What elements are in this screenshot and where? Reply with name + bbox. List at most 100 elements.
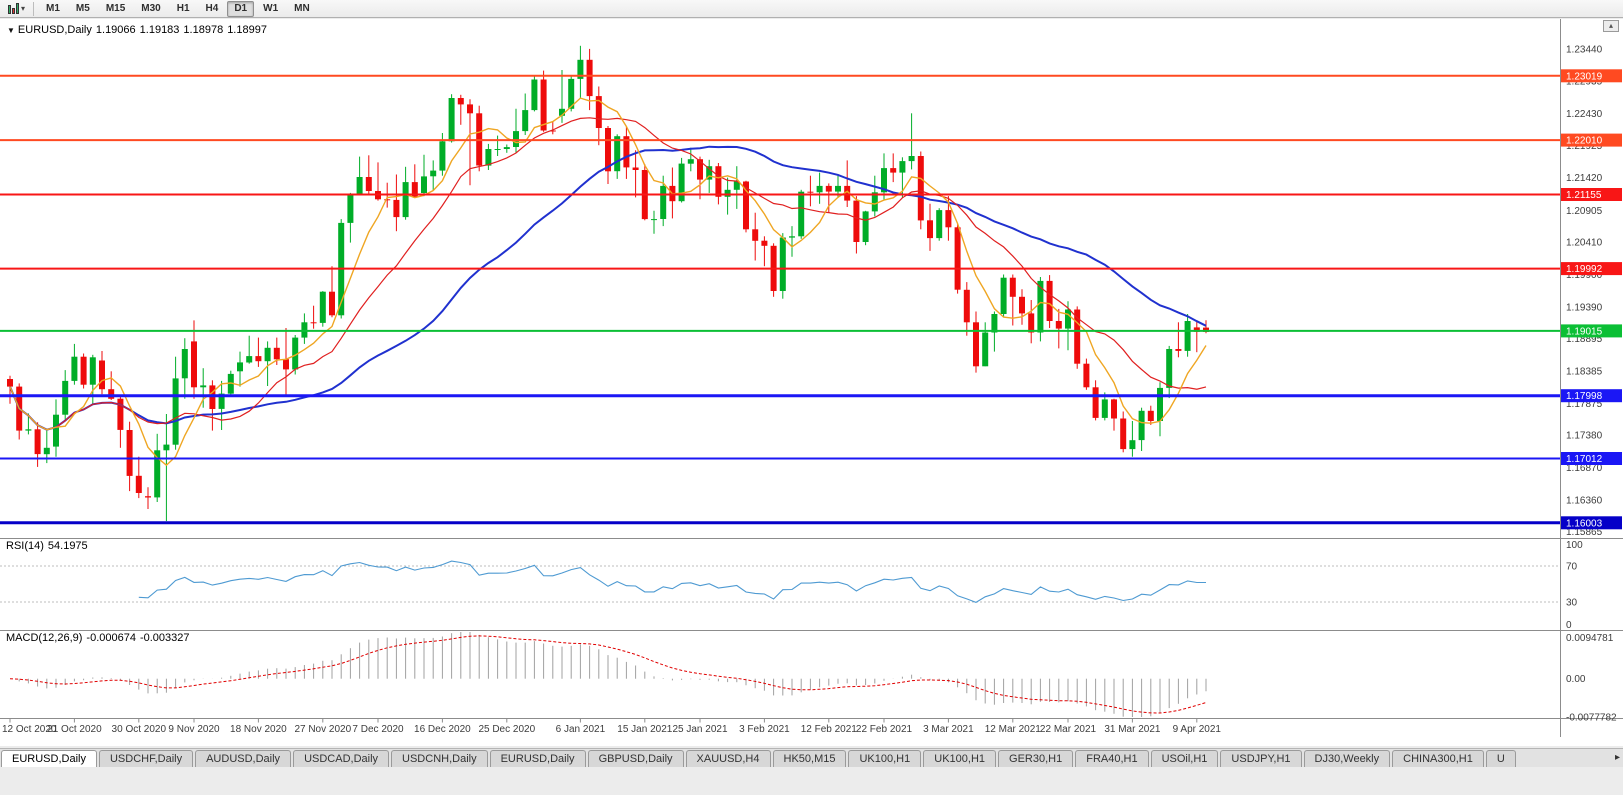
ohlc-high: 1.19183 [139,24,180,36]
svg-text:100: 100 [1566,540,1583,551]
svg-text:0.0094781: 0.0094781 [1566,633,1614,644]
timeframe-button-m5[interactable]: M5 [75,2,90,14]
svg-text:18 Nov 2020: 18 Nov 2020 [230,724,287,735]
timeframe-button-h1[interactable]: H1 [176,2,190,14]
rsi-name: RSI(14) [6,540,44,552]
macd-indicator-label: MACD(12,26,9) -0.000674 -0.003327 [6,632,194,644]
chevron-down-icon: ▾ [21,3,26,13]
svg-text:0.00: 0.00 [1566,674,1586,685]
timeframe-button-m1[interactable]: M1 [46,2,60,14]
svg-text:1.18895: 1.18895 [1566,334,1603,345]
svg-text:-0.0077782: -0.0077782 [1566,713,1617,724]
candlesticks[interactable] [7,45,1209,522]
chart-tab-china300-h1[interactable]: CHINA300,H1 [1392,750,1484,767]
chart-tab-hk50-m15[interactable]: HK50,M15 [772,750,847,767]
candlestick-chart-icon [8,3,19,14]
ohlc-low: 1.18978 [183,24,224,36]
timeframe-button-h4[interactable]: H4 [205,2,219,14]
chart-title: ▼ EURUSD,Daily 1.19066 1.19183 1.18978 1.1899… [7,24,271,36]
chart-tab-u[interactable]: U [1485,750,1516,767]
svg-text:12 Mar 2021: 12 Mar 2021 [985,724,1042,735]
svg-text:70: 70 [1566,562,1578,573]
quick-trade-collapse-icon[interactable]: ▼ [7,26,15,35]
chart-tab-fra40-h1[interactable]: FRA40,H1 [1075,750,1149,767]
svg-text:1.20410: 1.20410 [1566,238,1603,249]
rsi-indicator-label: RSI(14) 54.1975 [6,540,92,552]
chart-tab-ger30-h1[interactable]: GER30,H1 [998,750,1074,767]
svg-text:1.21155: 1.21155 [1566,190,1602,201]
timeframe-button-m30[interactable]: M30 [141,2,161,14]
svg-text:0: 0 [1566,620,1572,631]
svg-text:9 Apr 2021: 9 Apr 2021 [1173,724,1222,735]
ohlc-open: 1.19066 [95,24,136,36]
svg-text:1.17380: 1.17380 [1566,431,1603,442]
symbol-timeframe-label: EURUSD,Daily [17,24,92,36]
svg-text:9 Nov 2020: 9 Nov 2020 [168,724,220,735]
svg-text:1.17012: 1.17012 [1566,454,1603,465]
chart-tab-usdchf-daily[interactable]: USDCHF,Daily [98,750,194,767]
ohlc-close: 1.18997 [227,24,267,36]
svg-text:12 Feb 2021: 12 Feb 2021 [801,724,858,735]
svg-text:30: 30 [1566,598,1578,609]
svg-text:21 Oct 2020: 21 Oct 2020 [47,724,102,735]
chart-tab-uk100-h1[interactable]: UK100,H1 [923,750,997,767]
chart-tab-eurusd-daily[interactable]: EURUSD,Daily [489,750,586,767]
chart-tab-dj30-weekly[interactable]: DJ30,Weekly [1303,750,1391,767]
svg-text:1.17998: 1.17998 [1566,391,1603,402]
tab-scroll-right-icon[interactable]: ▸ [1614,752,1620,763]
svg-text:1.15865: 1.15865 [1566,527,1603,538]
chart-tabs: EURUSD,Daily USDCHF,Daily AUDUSD,Daily USDC… [0,749,1600,767]
chart-tab-bar: EURUSD,Daily USDCHF,Daily AUDUSD,Daily USDC… [0,748,1623,767]
svg-text:1.23019: 1.23019 [1566,71,1603,82]
svg-text:25 Jan 2021: 25 Jan 2021 [672,724,727,735]
svg-text:22 Mar 2021: 22 Mar 2021 [1040,724,1097,735]
chart-tab-usoil-h1[interactable]: USOil,H1 [1150,750,1219,767]
svg-text:25 Dec 2020: 25 Dec 2020 [478,724,535,735]
svg-text:1.17875: 1.17875 [1566,399,1603,410]
svg-text:1.19015: 1.19015 [1566,326,1603,337]
svg-text:3 Mar 2021: 3 Mar 2021 [923,724,974,735]
svg-text:1.16870: 1.16870 [1566,463,1603,474]
chart-tab-usdjpy-h1[interactable]: USDJPY,H1 [1220,750,1302,767]
timeframe-button-d1[interactable]: D1 [227,0,255,17]
chart-tab-audusd-daily[interactable]: AUDUSD,Daily [195,750,292,767]
chart-type-button[interactable]: ▾ [4,3,29,14]
chart-tab-xauusd-h4[interactable]: XAUUSD,H4 [685,750,771,767]
svg-text:27 Nov 2020: 27 Nov 2020 [294,724,351,735]
chart-tab-usdcad-daily[interactable]: USDCAD,Daily [293,750,390,767]
price-chart[interactable]: 1.234401.229351.224301.219251.214201.209… [0,19,1623,746]
svg-text:3 Feb 2021: 3 Feb 2021 [739,724,790,735]
svg-text:1.19992: 1.19992 [1566,264,1603,275]
svg-text:22 Feb 2021: 22 Feb 2021 [856,724,913,735]
main-toolbar: ▾ M1 M5 M15 M30 H1 H4 D1 W1 MN [0,0,1623,18]
svg-text:1.23440: 1.23440 [1566,44,1603,55]
svg-text:15 Jan 2021: 15 Jan 2021 [617,724,672,735]
price-axis: 1.234401.229351.224301.219251.214201.209… [1561,44,1622,538]
svg-text:1.16003: 1.16003 [1566,518,1603,529]
chart-tab-eurusd-daily[interactable]: EURUSD,Daily [1,750,97,767]
svg-text:31 Mar 2021: 31 Mar 2021 [1104,724,1161,735]
toolbar-separator [33,1,35,16]
chart-window: 1.234401.229351.224301.219251.214201.209… [0,19,1623,746]
timeframe-button-m15[interactable]: M15 [105,2,126,14]
svg-text:12 Oct 2020: 12 Oct 2020 [2,724,57,735]
macd-main-value: -0.000674 [86,632,136,644]
chart-scroll-button[interactable]: ▴ [1603,20,1619,32]
svg-text:7 Dec 2020: 7 Dec 2020 [352,724,404,735]
chart-tab-usdcnh-daily[interactable]: USDCNH,Daily [391,750,488,767]
horizontal-lines[interactable] [0,74,1560,525]
svg-text:16 Dec 2020: 16 Dec 2020 [414,724,471,735]
timeframe-button-w1[interactable]: W1 [263,2,279,14]
macd-panel: 0.0094781 0.00 -0.0077782 [9,632,1617,724]
chart-tab-uk100-h1[interactable]: UK100,H1 [848,750,922,767]
svg-text:6 Jan 2021: 6 Jan 2021 [556,724,606,735]
panel-separators[interactable] [0,19,1623,737]
svg-text:1.16360: 1.16360 [1566,496,1603,507]
timeframe-button-mn[interactable]: MN [294,2,310,14]
svg-text:1.21420: 1.21420 [1566,173,1603,184]
chart-tab-gbpusd-daily[interactable]: GBPUSD,Daily [587,750,684,767]
svg-text:1.19900: 1.19900 [1566,270,1603,281]
svg-text:1.22430: 1.22430 [1566,109,1603,120]
